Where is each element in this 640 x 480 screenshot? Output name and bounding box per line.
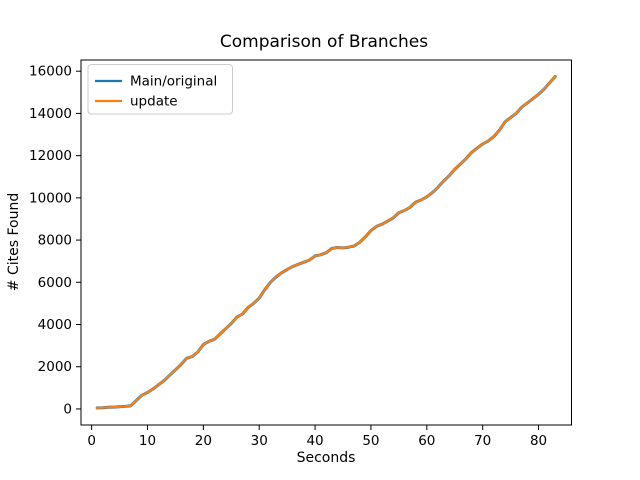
x-tick-label: 0 [87,433,96,449]
y-tick-label: 0 [63,401,72,417]
y-tick-label: 4000 [38,317,72,333]
y-tick-label: 2000 [38,359,72,375]
series-line-main-original [95,75,557,410]
y-tick-label: 16000 [29,64,72,80]
x-tick-label: 60 [418,433,435,449]
x-tick-label: 20 [195,433,212,449]
y-tick-label: 8000 [38,233,72,249]
y-tick-label: 14000 [29,106,72,122]
x-axis-label: Seconds [297,450,356,466]
y-tick-label: 10000 [29,190,72,206]
y-tick-label: 12000 [29,148,72,164]
plot-border [80,59,572,426]
x-tick-label: 50 [362,433,379,449]
x-tick-label: 40 [306,433,323,449]
legend-label-update: update [130,94,178,110]
x-tick-label: 70 [474,433,491,449]
x-axis-ticks: 0 10 20 30 40 50 60 70 80 [87,425,547,449]
legend: Main/original update [87,64,233,115]
y-axis-label: # Cites Found [6,193,22,291]
legend-label-main-original: Main/original [130,74,217,90]
x-tick-label: 30 [251,433,268,449]
x-tick-label: 10 [139,433,156,449]
y-axis-ticks: 0 2000 4000 6000 8000 10000 12000 14000 … [29,64,81,417]
chart-title: Comparison of Branches [220,32,428,52]
series-line-update [96,75,557,409]
x-tick-label: 80 [530,433,547,449]
legend-frame [87,64,233,115]
y-tick-label: 6000 [38,275,72,291]
